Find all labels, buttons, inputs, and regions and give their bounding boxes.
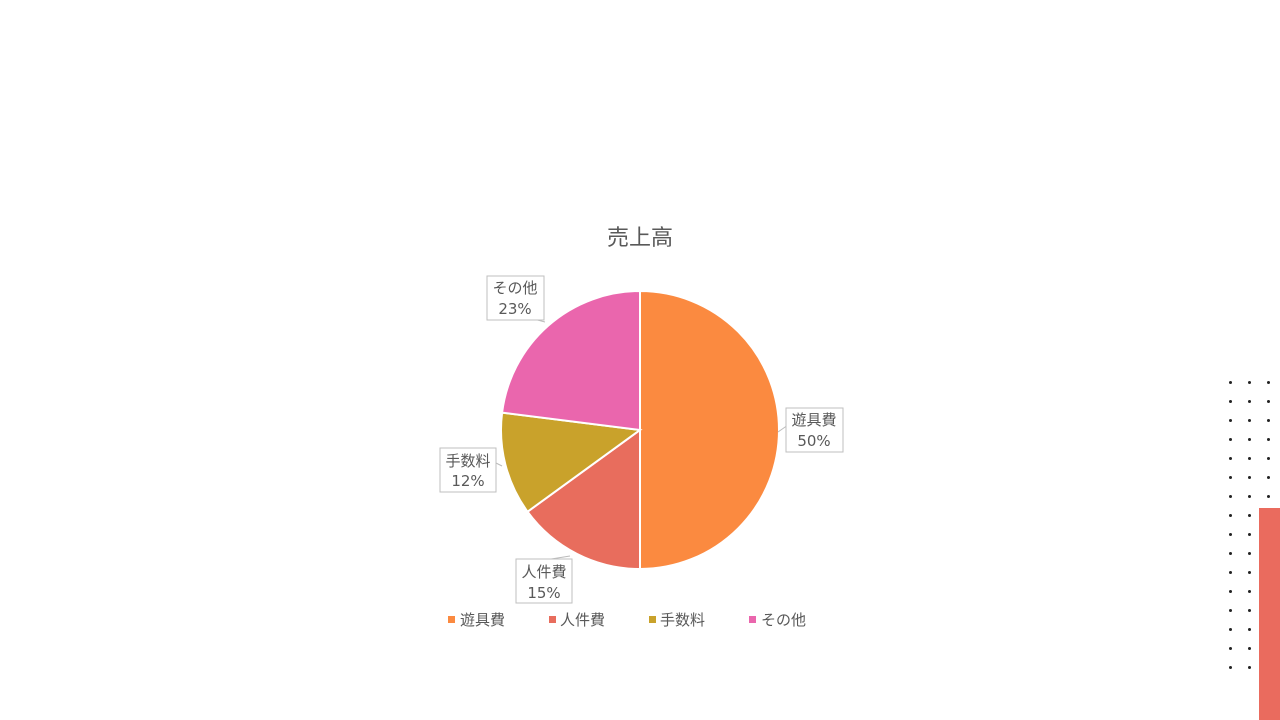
decorative-dot (1267, 476, 1270, 479)
legend-label-0: 遊具費 (460, 611, 505, 629)
legend-label-1: 人件費 (560, 611, 605, 629)
legend-swatch-2 (649, 616, 656, 623)
data-label-3: その他 23% (486, 275, 545, 321)
decorative-dot (1248, 457, 1251, 460)
decorative-dot (1229, 609, 1232, 612)
decorative-dot (1229, 628, 1232, 631)
decorative-dot (1229, 419, 1232, 422)
pie-slice-1 (526, 428, 641, 571)
data-label-value: 12% (451, 472, 484, 490)
data-label-0: 遊具費 50% (785, 407, 844, 453)
decorative-dot (1229, 476, 1232, 479)
decorative-dot (1267, 381, 1270, 384)
decorative-dot (1248, 495, 1251, 498)
decorative-dot (1267, 495, 1270, 498)
decorative-dot (1267, 438, 1270, 441)
decorative-dot (1229, 495, 1232, 498)
decorative-dot (1248, 552, 1251, 555)
data-label-value: 50% (797, 432, 830, 450)
data-label-category: 手数料 (445, 452, 490, 470)
data-label-1: 人件費 15% (515, 558, 573, 604)
decorative-dot (1267, 400, 1270, 403)
data-label-category: 遊具費 (791, 411, 836, 429)
legend-label-2: 手数料 (660, 611, 705, 629)
decorative-dot (1229, 666, 1232, 669)
decorative-dot (1229, 400, 1232, 403)
decorative-dot (1229, 533, 1232, 536)
legend-swatch-0 (448, 616, 455, 623)
pie-slice-2 (500, 411, 643, 514)
decorative-dot (1248, 381, 1251, 384)
decorative-dot (1229, 457, 1232, 460)
decorative-dot (1248, 628, 1251, 631)
pie-slice-0 (639, 289, 780, 571)
decorative-dot (1267, 457, 1270, 460)
decorative-dot (1267, 419, 1270, 422)
decorative-dot (1248, 590, 1251, 593)
decorative-dot (1248, 400, 1251, 403)
decorative-dot (1229, 381, 1232, 384)
legend: 遊具費 人件費 手数料 その他 (448, 611, 806, 629)
decorative-dot (1229, 571, 1232, 574)
decorative-dot (1248, 476, 1251, 479)
decorative-dot (1229, 552, 1232, 555)
data-label-category: その他 (492, 279, 537, 297)
decorative-dot (1248, 419, 1251, 422)
data-label-value: 23% (498, 300, 531, 318)
data-label-value: 15% (527, 584, 560, 602)
data-label-category: 人件費 (521, 563, 566, 581)
decorative-dot (1229, 590, 1232, 593)
pie-slice-3 (500, 289, 641, 432)
decorative-dot (1248, 647, 1251, 650)
decorative-dot (1248, 514, 1251, 517)
decorative-accent-bar (1259, 508, 1280, 720)
decorative-dot (1229, 647, 1232, 650)
decorative-dot (1248, 571, 1251, 574)
chart-title: 売上高 (607, 226, 673, 251)
legend-swatch-3 (749, 616, 756, 623)
decorative-dot (1229, 514, 1232, 517)
decorative-dot (1248, 609, 1251, 612)
decorative-dot (1248, 438, 1251, 441)
legend-label-3: その他 (761, 611, 806, 629)
data-label-2: 手数料 12% (439, 447, 497, 493)
leader-line (495, 462, 503, 467)
decorative-dot (1229, 438, 1232, 441)
decorative-dot (1248, 666, 1251, 669)
legend-swatch-1 (549, 616, 556, 623)
decorative-dot (1248, 533, 1251, 536)
